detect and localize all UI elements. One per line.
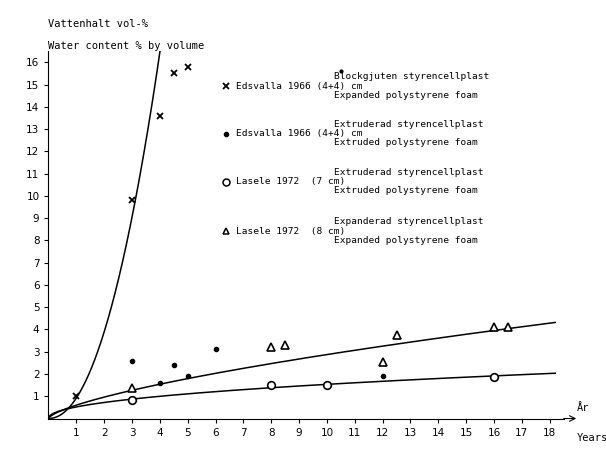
Text: Extruded polystyrene foam: Extruded polystyrene foam (335, 139, 478, 147)
Text: Edsvalla 1966 (4+4) cm: Edsvalla 1966 (4+4) cm (236, 129, 363, 138)
Text: Expanderad styrencellplast: Expanderad styrencellplast (335, 218, 484, 226)
Text: Water content % by volume: Water content % by volume (48, 41, 205, 51)
Text: Years: Years (576, 433, 606, 443)
Text: Expanded polystyrene foam: Expanded polystyrene foam (335, 236, 478, 245)
Text: Expanded polystyrene foam: Expanded polystyrene foam (335, 91, 478, 100)
Text: Vattenhalt vol-%: Vattenhalt vol-% (48, 19, 148, 29)
Text: Lasele 1972  (7 cm): Lasele 1972 (7 cm) (236, 177, 346, 186)
Text: Lasele 1972  (8 cm): Lasele 1972 (8 cm) (236, 226, 346, 236)
Text: Blockgjuten styrencellplast: Blockgjuten styrencellplast (335, 73, 490, 81)
Text: År: År (576, 403, 589, 413)
Text: Extruderad styrencellplast: Extruderad styrencellplast (335, 120, 484, 129)
Text: Extruderad styrencellplast: Extruderad styrencellplast (335, 168, 484, 177)
Text: Edsvalla 1966 (4+4) cm: Edsvalla 1966 (4+4) cm (236, 81, 363, 91)
Text: Extruded polystyrene foam: Extruded polystyrene foam (335, 186, 478, 195)
